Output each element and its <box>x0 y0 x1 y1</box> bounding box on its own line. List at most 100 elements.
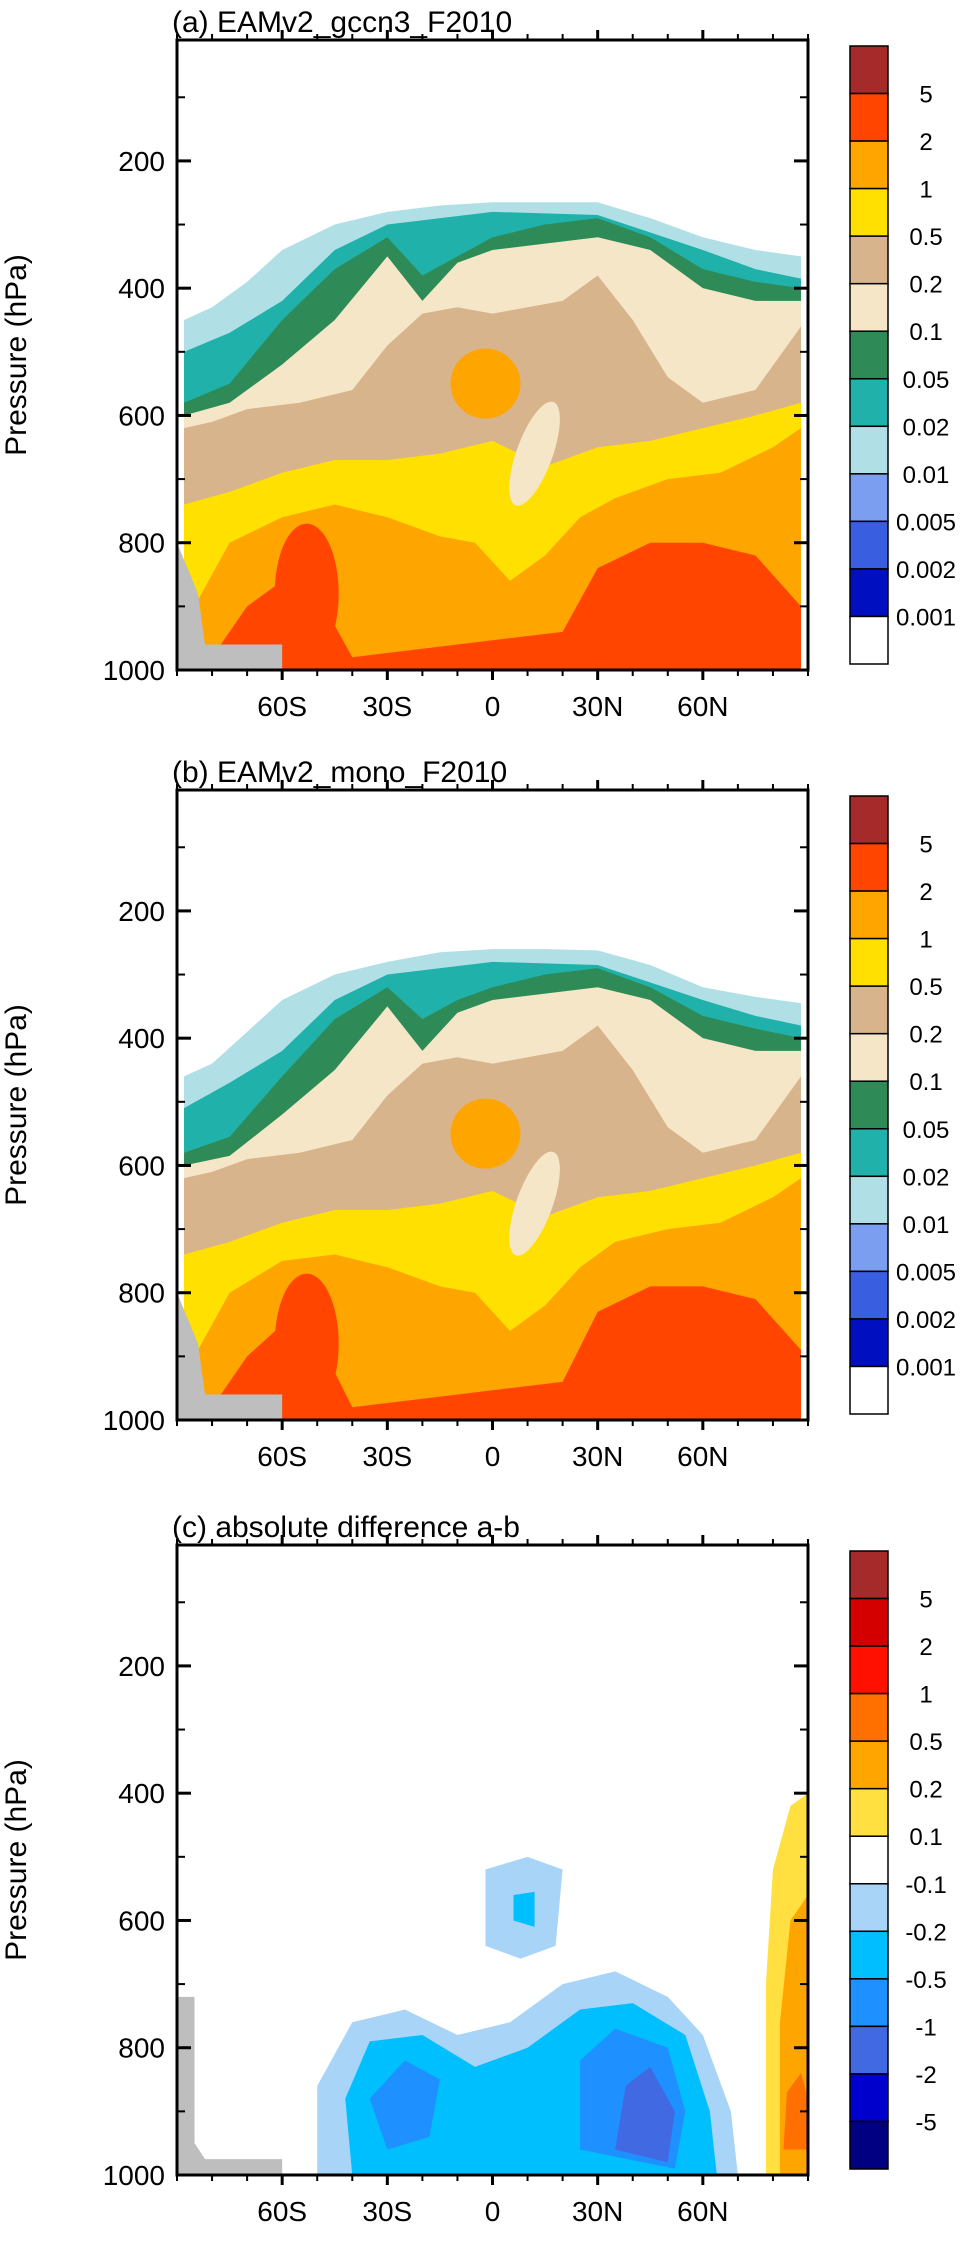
colorbar-label: 0.002 <box>896 1307 956 1334</box>
contour-region-neg <box>369 2060 440 2150</box>
contour-blob <box>274 523 339 664</box>
colorbar-swatch <box>849 1883 889 1933</box>
y-tick-label: 400 <box>118 1023 165 1054</box>
colorbar-label: 1 <box>919 1682 932 1709</box>
missing-data <box>177 1292 283 1420</box>
colorbar-swatch <box>849 1270 889 1320</box>
colorbar-swatch <box>849 890 889 940</box>
colorbar-swatch <box>849 1175 889 1225</box>
colorbar-label: 0.005 <box>896 509 956 536</box>
colorbar-label: 0.01 <box>903 462 950 489</box>
x-tick-label: 60N <box>677 2196 728 2227</box>
colorbar-label: 0.002 <box>896 557 956 584</box>
colorbar-label: 0.001 <box>896 604 956 631</box>
colorbar-label: 1 <box>919 177 932 204</box>
y-tick-label: 600 <box>118 400 165 431</box>
contour-blob <box>450 348 521 419</box>
colorbar-label: 2 <box>919 879 932 906</box>
y-tick-label: 1000 <box>103 2160 165 2191</box>
colorbar-label: 2 <box>919 129 932 156</box>
colorbar-swatch <box>849 615 889 665</box>
y-tick-label: 800 <box>118 1278 165 1309</box>
colorbar-swatch <box>849 1978 889 2028</box>
colorbar-label: -0.5 <box>905 1967 946 1994</box>
colorbar-label: 0.2 <box>909 1777 942 1804</box>
panel-1: (a) EAMv2_gccn3_F2010 200 400 600 800 1000 Pre… <box>0 6 956 722</box>
y-axis-label: Pressure (hPa) <box>0 254 33 456</box>
colorbar-label: -1 <box>915 2014 936 2041</box>
colorbar-swatch <box>849 1080 889 1130</box>
colorbar-swatch <box>849 1692 889 1742</box>
y-tick-label: 400 <box>118 273 165 304</box>
y-tick-label: 200 <box>118 1651 165 1682</box>
colorbar-swatch <box>849 92 889 142</box>
colorbar-label: 0.5 <box>909 974 942 1001</box>
colorbar-label: 5 <box>919 1587 932 1614</box>
colorbar-swatch <box>849 1550 889 1600</box>
panel-2: (b) EAMv2_mono_F2010 200 400 600 800 1000 Pres… <box>0 756 956 1472</box>
x-tick-label: 30S <box>362 691 412 722</box>
colorbar-label: 5 <box>919 832 932 859</box>
plot-area <box>177 40 808 670</box>
colorbar-swatch <box>849 1032 889 1082</box>
y-tick-label: 1000 <box>103 655 165 686</box>
x-tick-label: 30S <box>362 2196 412 2227</box>
colorbar-swatch <box>849 140 889 190</box>
colorbar: 5 2 1 0.5 0.2 0.1 0.05 0.02 0.01 0.005 0.002 0.001 <box>849 45 956 665</box>
missing-data <box>177 542 283 670</box>
colorbar-label: 0.02 <box>903 1164 950 1191</box>
colorbar-swatch <box>849 378 889 428</box>
contour-blob <box>509 401 560 506</box>
x-tick-label: 60N <box>677 1441 728 1472</box>
y-tick-label: 200 <box>118 896 165 927</box>
plot-area <box>177 1545 808 2175</box>
plot-area <box>177 790 808 1420</box>
y-axis-label: Pressure (hPa) <box>0 1004 33 1206</box>
y-tick-label: 1000 <box>103 1405 165 1436</box>
colorbar-swatch <box>849 425 889 475</box>
y-tick-label: 200 <box>118 146 165 177</box>
colorbar-swatch <box>849 45 889 95</box>
panel-title: (a) EAMv2_gccn3_F2010 <box>172 6 512 39</box>
missing-data <box>177 1996 283 2175</box>
contour-blob <box>274 1273 339 1414</box>
contour-blob <box>450 1098 521 1169</box>
colorbar-label: 5 <box>919 82 932 109</box>
colorbar-label: 1 <box>919 927 932 954</box>
x-tick-label: 0 <box>485 1441 501 1472</box>
x-tick-label: 60S <box>257 2196 307 2227</box>
colorbar-swatch <box>849 1318 889 1368</box>
contour-region-neg <box>513 1891 535 1927</box>
x-tick-label: 0 <box>485 691 501 722</box>
x-tick-label: 30N <box>572 2196 623 2227</box>
x-tick-label: 30N <box>572 691 623 722</box>
colorbar-swatch <box>849 1128 889 1178</box>
y-tick-label: 600 <box>118 1905 165 1936</box>
colorbar-label: 0.05 <box>903 367 950 394</box>
colorbar: 5 2 1 0.5 0.2 0.1 0.05 0.02 0.01 0.005 0.002 0.001 <box>849 795 956 1415</box>
x-tick-label: 30S <box>362 1441 412 1472</box>
x-tick-label: 30N <box>572 1441 623 1472</box>
contour-region-neg <box>615 2066 675 2163</box>
contour-region-11 <box>212 1286 801 1420</box>
colorbar: 5 2 1 0.5 0.2 0.1 -0.1 -0.2 -0.5 -1 -2 -5 <box>849 1550 947 2170</box>
panel-3: (c) absolute difference a-b 200 400 600 800 1… <box>0 1511 947 2227</box>
colorbar-swatch <box>849 985 889 1035</box>
colorbar-swatch <box>849 1645 889 1695</box>
colorbar-label: 0.1 <box>909 1824 942 1851</box>
colorbar-label: 0.01 <box>903 1212 950 1239</box>
y-tick-label: 600 <box>118 1150 165 1181</box>
colorbar-label: 0.005 <box>896 1259 956 1286</box>
colorbar-swatch <box>849 235 889 285</box>
colorbar-swatch <box>849 1930 889 1980</box>
y-axis-label: Pressure (hPa) <box>0 1759 33 1961</box>
colorbar-swatch <box>849 1740 889 1790</box>
colorbar-swatch <box>849 568 889 618</box>
colorbar-swatch <box>849 2120 889 2170</box>
colorbar-label: 2 <box>919 1634 932 1661</box>
x-tick-label: 60S <box>257 1441 307 1472</box>
colorbar-swatch <box>849 187 889 237</box>
colorbar-label: -0.2 <box>905 1919 946 1946</box>
colorbar-swatch <box>849 473 889 523</box>
